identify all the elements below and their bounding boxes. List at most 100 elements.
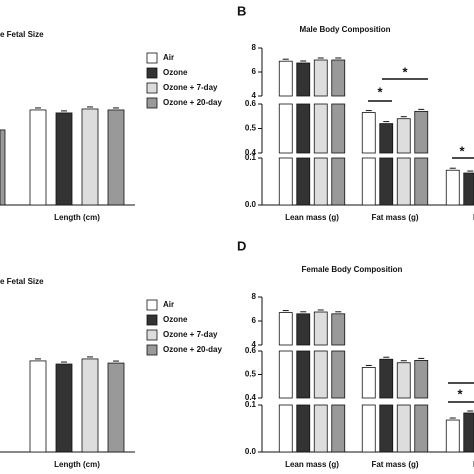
bar: [55, 112, 73, 206]
legend-label: Ozone + 20-day: [163, 345, 222, 354]
bar: [278, 157, 293, 206]
bar: [313, 311, 328, 346]
bar: [296, 404, 311, 453]
bar: [296, 157, 311, 206]
bar: [296, 62, 311, 97]
significance: *: [377, 84, 383, 99]
bar: [313, 103, 328, 154]
y-tick-label: 0.4: [245, 148, 257, 157]
legend-label: Air: [163, 300, 174, 309]
legend-swatch: [146, 299, 158, 311]
panel-label: D: [237, 238, 246, 253]
y-tick-label: 0.5: [245, 370, 257, 379]
y-tick-label: 0.4: [245, 393, 257, 402]
bar: [278, 404, 293, 453]
bar: [278, 103, 293, 154]
bar: [313, 350, 328, 399]
bar: [379, 358, 394, 399]
legend-swatch: [146, 82, 158, 94]
x-axis-label: Length (cm): [54, 460, 100, 469]
significance: *: [459, 143, 465, 158]
bar: [29, 109, 47, 206]
bar: [463, 412, 474, 453]
bar: [396, 404, 411, 453]
legend-swatch: [146, 52, 158, 64]
x-axis-label: Fat mass (g): [371, 213, 418, 222]
legend-label: Air: [163, 53, 174, 62]
bar: [379, 157, 394, 206]
bar: [81, 358, 99, 453]
significance: *: [402, 64, 408, 79]
x-axis-label: Fat mass (g): [371, 460, 418, 469]
bar: [296, 103, 311, 154]
y-tick-label: 8: [252, 43, 257, 52]
bar: [414, 157, 429, 206]
chart-title: e Fetal Size: [0, 30, 44, 39]
chart-title: Female Body Composition: [302, 265, 403, 274]
y-tick-label: 0.6: [245, 99, 257, 108]
legend-label: Ozone: [163, 315, 188, 324]
x-axis-label: Lean mass (g): [285, 213, 339, 222]
bar: [331, 404, 346, 453]
bar: [396, 118, 411, 154]
legend-label: Ozone + 7-day: [163, 83, 218, 92]
y-tick-label: 6: [252, 67, 257, 76]
bar: [396, 362, 411, 399]
x-axis-label: Lean mass (g): [285, 460, 339, 469]
panel-label: B: [237, 3, 246, 18]
legend-label: Ozone + 20-day: [163, 98, 222, 107]
bar: [29, 360, 47, 453]
y-tick-label: 0.6: [245, 346, 257, 355]
bar: [361, 404, 376, 453]
bar: [313, 59, 328, 97]
bar: [331, 350, 346, 399]
legend-swatch: [146, 329, 158, 341]
bar: [278, 312, 293, 346]
x-axis-label: Length (cm): [54, 213, 100, 222]
y-tick-label: 6: [252, 316, 257, 325]
bar: [296, 313, 311, 346]
bar: [278, 350, 293, 399]
legend-swatch: [146, 67, 158, 79]
bar: [331, 103, 346, 154]
bar: [361, 367, 376, 399]
y-tick-label: 0.0: [245, 447, 257, 456]
bar: [55, 363, 73, 453]
bar: [414, 110, 429, 154]
y-tick-label: 8: [252, 292, 257, 301]
bar: [445, 419, 460, 453]
bar: [331, 59, 346, 97]
legend-swatch: [146, 97, 158, 109]
y-tick-label: 4: [252, 340, 257, 349]
bar: [331, 157, 346, 206]
y-tick-label: 0.1: [245, 153, 257, 162]
y-tick-label: 0.1: [245, 400, 257, 409]
legend-label: Ozone: [163, 68, 188, 77]
bar: [414, 404, 429, 453]
y-tick-label: 0.0: [245, 200, 257, 209]
y-tick-label: 4: [252, 91, 257, 100]
bar: [396, 157, 411, 206]
bar: [414, 359, 429, 399]
bar: [278, 60, 293, 97]
bar: [107, 362, 125, 453]
bar: [361, 157, 376, 206]
bar: [81, 108, 99, 206]
legend-swatch: [146, 314, 158, 326]
bar: [361, 112, 376, 154]
bar: [0, 129, 6, 206]
chart-title: e Fetal Size: [0, 277, 44, 286]
y-tick-label: 0.5: [245, 124, 257, 133]
chart-title: Male Body Composition: [299, 25, 390, 34]
legend-swatch: [146, 344, 158, 356]
bar: [445, 169, 460, 206]
bar: [296, 350, 311, 399]
bar: [379, 123, 394, 154]
legend-label: Ozone + 7-day: [163, 330, 218, 339]
bar: [331, 313, 346, 346]
significance: *: [457, 386, 463, 401]
bar: [379, 404, 394, 453]
bar: [313, 157, 328, 206]
bar: [313, 404, 328, 453]
